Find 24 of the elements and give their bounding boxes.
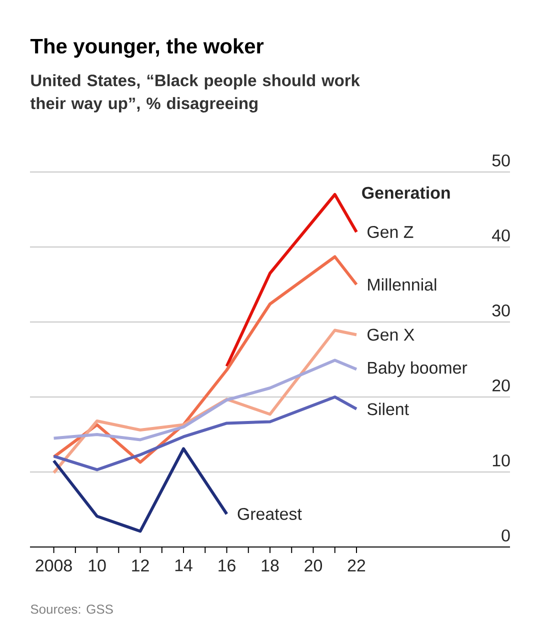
legend-title: Generation (362, 186, 450, 199)
x-tick-label: 14 (175, 560, 192, 572)
x-tick-label: 18 (262, 560, 279, 572)
series-label: Gen X (368, 328, 414, 341)
y-tick-label: 40 (492, 229, 510, 242)
series-label: Baby boomer (368, 361, 468, 378)
x-tick-label: 22 (348, 560, 366, 572)
y-tick-label: 20 (492, 379, 510, 392)
x-tick-label: 16 (218, 560, 236, 572)
series-label: Greatest (238, 508, 302, 520)
x-tick-label: 20 (304, 560, 322, 572)
chart-subtitle: United States, “Black people should work their way up”, % disagreeing (30, 74, 360, 113)
series-label: Millennial (368, 278, 436, 291)
series-label: Gen Z (368, 226, 414, 238)
chart-title: The younger, the woker (30, 38, 264, 58)
y-tick-label: 0 (502, 529, 510, 542)
source-note: Sources: GSS (30, 604, 113, 614)
y-tick-label: 30 (492, 304, 510, 316)
series-label: Silent (367, 402, 409, 416)
x-tick-label: 12 (132, 560, 149, 572)
y-tick-label: 10 (492, 454, 510, 466)
x-tick-label: 10 (88, 560, 106, 572)
x-tick-label: 2008 (36, 560, 72, 572)
y-tick-label: 50 (492, 154, 510, 166)
